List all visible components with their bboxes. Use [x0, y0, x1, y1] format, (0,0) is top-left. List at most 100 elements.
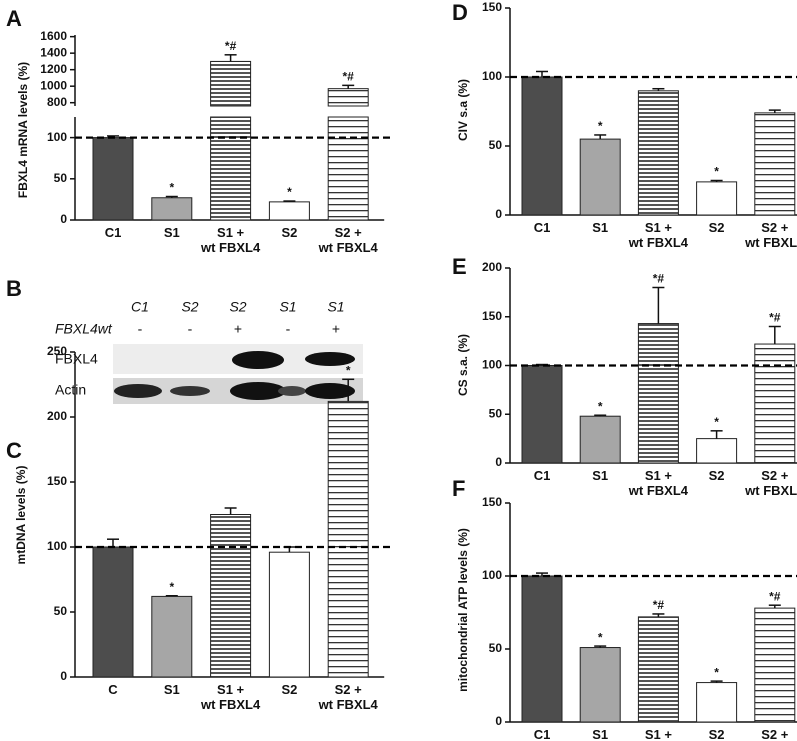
x-tick-label: S2 [281, 225, 298, 240]
y-axis-label: CS s.a. (%) [456, 334, 470, 396]
y-tick-label: 0 [495, 455, 502, 469]
annotation: *# [653, 272, 665, 286]
x-tick-label: S2 + wt FBXL4 [318, 682, 378, 712]
treatment: - [188, 321, 193, 337]
annotation: *# [653, 598, 665, 612]
y-tick-label: 0 [495, 714, 502, 728]
x-tick-label: S1 [592, 220, 609, 235]
x-tick-label: S2 + wt FBXL4 [745, 220, 797, 250]
annotation: * [346, 363, 351, 377]
annotation: *# [769, 589, 781, 603]
x-tick-label: C1 [104, 225, 122, 240]
y-tick-label: 100 [482, 568, 502, 582]
x-tick-label: C [108, 682, 118, 697]
y-tick-label: 50 [489, 406, 503, 420]
bar [210, 60, 252, 107]
x-tick-label: C1 [533, 468, 551, 483]
annotation: * [598, 399, 603, 413]
bar [521, 365, 563, 464]
x-tick-label: C1 [533, 727, 551, 741]
y-tick-label: 50 [54, 171, 68, 185]
x-tick-label: S1 [592, 468, 609, 483]
annotation: *# [225, 39, 237, 53]
y-tick-label: 50 [489, 641, 503, 655]
panel-letter: C [6, 438, 22, 463]
lane-label: S2 [229, 299, 246, 315]
y-tick-label: 0 [60, 212, 67, 226]
y-tick-label: 0 [60, 669, 67, 683]
annotation: * [598, 630, 603, 644]
y-axis-label: CIV s.a (%) [456, 79, 470, 141]
panel-letter: E [452, 254, 467, 279]
bar [637, 90, 679, 216]
x-tick-label: S1 + wt FBXL4 [200, 682, 261, 712]
bar [327, 88, 369, 107]
x-tick-label: S2 + wt FBXL4 [761, 727, 789, 741]
treatment-label: FBXL4wt [55, 321, 113, 337]
annotation: * [714, 665, 719, 679]
x-tick-label: S1 [163, 682, 180, 697]
y-tick-label: 150 [47, 474, 67, 488]
x-tick-label: S1 + wt FBXL4 [628, 220, 688, 250]
annotation: * [714, 165, 719, 179]
lane-label: S1 [327, 299, 344, 315]
annotation: * [287, 185, 292, 199]
band [230, 382, 286, 400]
bar [521, 575, 563, 723]
annotation: * [169, 181, 174, 195]
y-tick-label: 100 [47, 130, 67, 144]
bar [754, 607, 796, 723]
x-tick-label: S1 [592, 727, 609, 741]
y-axis-label: mitochondrial ATP levels (%) [456, 528, 470, 692]
y-tick-label: 150 [482, 495, 502, 509]
y-tick-label: 1400 [40, 45, 67, 59]
bar [579, 415, 621, 464]
bar [579, 647, 621, 723]
bar [92, 137, 134, 221]
lane-label: S2 [181, 299, 198, 315]
y-tick-label: 150 [482, 309, 502, 323]
lane-label: C1 [131, 299, 149, 315]
bar [696, 181, 738, 216]
x-tick-label: C1 [533, 220, 551, 235]
y-tick-label: 250 [47, 344, 67, 358]
y-axis-label: FBXL4 mRNA levels (%) [16, 62, 30, 198]
panel-letter: D [452, 0, 468, 25]
bar [696, 682, 738, 723]
y-tick-label: 1000 [40, 78, 67, 92]
y-tick-label: 100 [482, 69, 502, 83]
annotation: *# [343, 70, 355, 84]
band [305, 383, 355, 399]
bar-lower [327, 116, 369, 221]
x-tick-label: S1 [163, 225, 180, 240]
y-tick-label: 1600 [40, 29, 67, 43]
x-tick-label: S1 + wt FBXL4 [644, 727, 672, 741]
x-tick-label: S2 [708, 220, 725, 235]
bar [754, 343, 796, 464]
bar [268, 201, 310, 221]
panel-letter: A [6, 6, 22, 31]
bar [210, 514, 252, 678]
x-tick-label: S2 + wt FBXL4 [745, 468, 797, 498]
treatment: + [234, 321, 242, 337]
bar [268, 551, 310, 678]
x-tick-label: S2 [708, 727, 725, 741]
x-tick-label: S1 + wt FBXL4 [628, 468, 688, 498]
x-tick-label: S2 + wt FBXL4 [318, 225, 378, 255]
y-tick-label: 200 [47, 409, 67, 423]
annotation: * [169, 580, 174, 594]
bar [327, 400, 369, 678]
x-tick-label: S2 [708, 468, 725, 483]
band [170, 386, 210, 396]
row-label: FBXL4 [55, 351, 98, 367]
bar [521, 76, 563, 216]
bar [637, 323, 679, 464]
y-tick-label: 50 [489, 138, 503, 152]
bar [579, 138, 621, 216]
treatment: - [286, 321, 291, 337]
annotation: * [714, 415, 719, 429]
y-tick-label: 800 [47, 95, 67, 109]
y-tick-label: 100 [482, 358, 502, 372]
bar [92, 546, 134, 678]
